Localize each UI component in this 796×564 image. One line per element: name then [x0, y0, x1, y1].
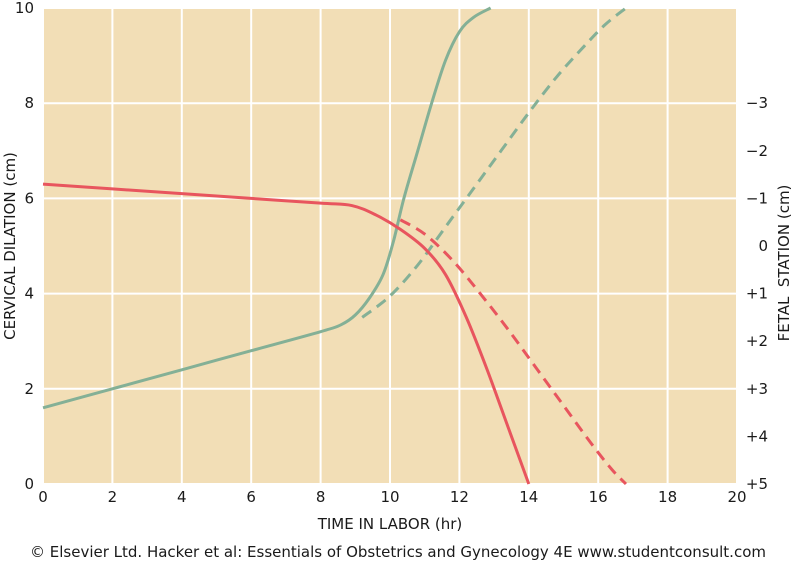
left-y-tick-label: 2 [24, 380, 34, 398]
right-y-tick-label: −1 [746, 189, 768, 207]
series-layer [42, 6, 628, 486]
right-y-axis-label: FETAL STATION (cm) [775, 185, 793, 342]
x-axis-label: TIME IN LABOR (hr) [317, 515, 463, 533]
right-y-tick-label: +5 [746, 475, 768, 493]
right-y-tick-label: 0 [758, 237, 768, 255]
grid-lines [42, 7, 738, 485]
x-tick-label: 8 [316, 488, 326, 506]
x-tick-label: 2 [108, 488, 118, 506]
x-tick-label: 16 [589, 488, 608, 506]
right-y-tick-label: −3 [746, 94, 768, 112]
left-y-axis-label: CERVICAL DILATION (cm) [1, 152, 19, 340]
x-tick-label: 14 [519, 488, 538, 506]
copyright-footer: © Elsevier Ltd. Hacker et al: Essentials… [29, 543, 766, 561]
x-tick-label: 20 [727, 488, 746, 506]
x-tick-label: 4 [177, 488, 187, 506]
left-y-tick-label: 6 [24, 189, 34, 207]
right-y-tick-label: +1 [746, 285, 768, 303]
x-tick-label: 10 [380, 488, 399, 506]
left-y-tick-label: 10 [15, 0, 34, 17]
x-tick-label: 18 [658, 488, 677, 506]
x-tick-label: 0 [38, 488, 48, 506]
x-tick-label: 6 [246, 488, 256, 506]
fetal-station-curve [42, 182, 531, 485]
fetal-station-dashed-curve [399, 218, 628, 486]
cervical-dilation-dashed-curve [361, 6, 627, 319]
right-y-tick-label: +3 [746, 380, 768, 398]
right-y-tick-label: +2 [746, 332, 768, 350]
left-y-tick-label: 0 [24, 475, 34, 493]
left-y-tick-label: 4 [24, 285, 34, 303]
right-y-tick-label: +4 [746, 427, 768, 445]
cervical-dilation-curve [42, 6, 492, 410]
tick-labels: 0 2 4 6 8 10 12 14 16 18 20 0 2 4 6 8 10 +5 +4 +3 +2 +1 0 −1 −2 −… [15, 0, 768, 506]
left-y-tick-label: 8 [24, 94, 34, 112]
right-y-tick-label: −2 [746, 142, 768, 160]
x-tick-label: 12 [450, 488, 469, 506]
